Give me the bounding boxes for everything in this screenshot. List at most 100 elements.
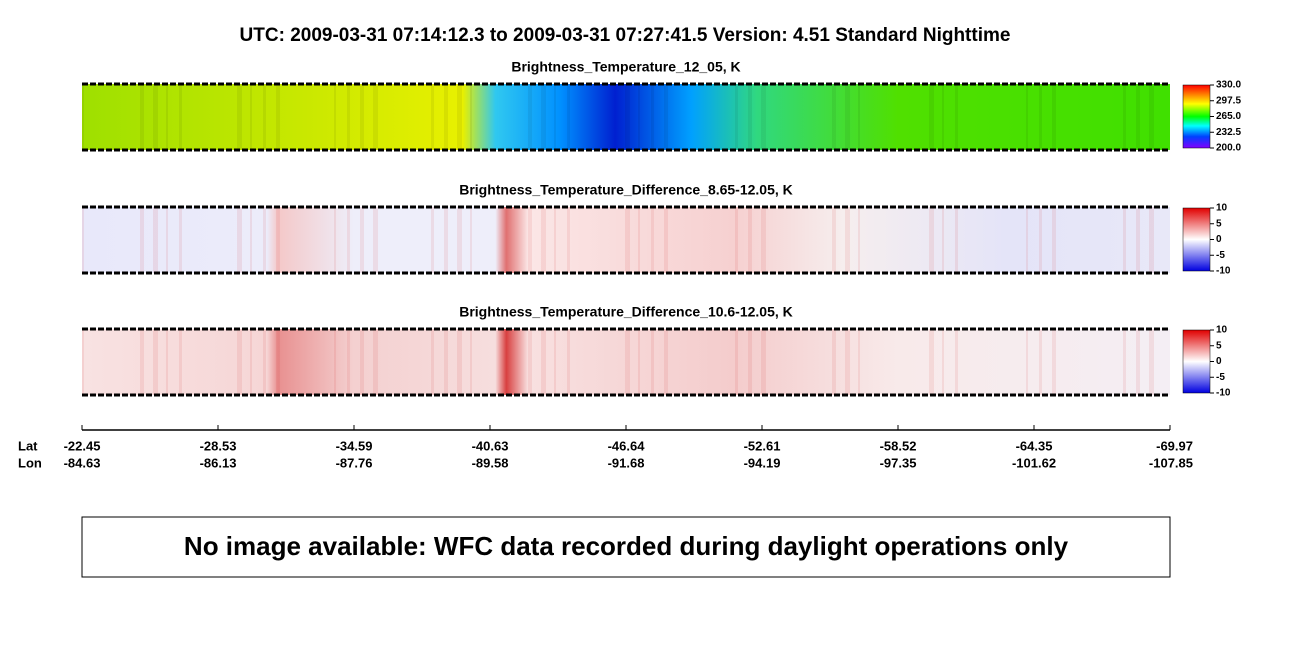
swath-texture [250,329,252,395]
lon-label: -101.62 [1012,455,1056,470]
swath-texture [1123,84,1126,150]
swath-texture [554,207,556,273]
swath-texture [929,329,934,395]
lat-label: -40.63 [472,438,509,453]
swath-texture [179,84,182,150]
swath-texture [929,84,934,150]
lat-label: -64.35 [1016,438,1053,453]
swath-texture [1026,84,1028,150]
swath-texture [1136,329,1140,395]
swath-texture [431,329,434,395]
colorbar-tick-label: -5 [1216,250,1225,261]
swath-texture [761,84,766,150]
swath-texture [360,207,364,273]
swath-texture [748,84,752,150]
title: UTC: 2009-03-31 07:14:12.3 to 2009-03-31… [240,25,1011,46]
swath-texture [237,84,242,150]
swath-texture [360,84,364,150]
swath-texture [528,84,532,150]
swath-texture [955,84,958,150]
swath-texture [470,84,472,150]
swath-texture [942,207,944,273]
swath-texture [166,207,168,273]
swath-texture [735,84,738,150]
lat-label: -52.61 [744,438,781,453]
swath-texture [955,329,958,395]
colorbar-tick-label: 0 [1216,356,1222,367]
swath-texture [748,207,752,273]
swath-texture [276,329,280,395]
swath-texture [942,84,944,150]
swath-texture [470,329,472,395]
colorbar-tick-label: -10 [1216,388,1231,399]
swath-texture [276,84,280,150]
swath-texture [347,207,350,273]
swath-texture [832,84,836,150]
swath-texture [528,329,532,395]
lon-label: -97.35 [880,455,917,470]
swath-texture [373,207,378,273]
swath-texture [1026,207,1028,273]
swath-texture [276,207,280,273]
swath-texture [373,84,378,150]
colorbar [1182,329,1211,394]
swath-texture [651,207,654,273]
swath-texture [858,84,860,150]
swath-texture [625,329,630,395]
swath-texture [179,207,182,273]
swath-texture [1039,84,1042,150]
swath-texture [845,329,850,395]
swath-texture [638,329,640,395]
swath-texture [347,329,350,395]
lon-label: -94.19 [744,455,781,470]
swath-texture [140,84,144,150]
colorbar-tick-label: 297.5 [1216,95,1241,106]
swath-texture [334,207,336,273]
swath-texture [541,329,546,395]
colorbar-tick-label: 232.5 [1216,127,1241,138]
swath-texture [153,207,158,273]
lat-label: -34.59 [336,438,373,453]
swath-texture [625,84,630,150]
swath-texture [82,329,84,395]
swath-texture [625,207,630,273]
swath-texture [567,84,570,150]
swath-texture [858,329,860,395]
swath-texture [664,207,668,273]
swath-texture [153,329,158,395]
swath-texture [651,329,654,395]
swath-image [82,329,1170,395]
note: No image available: WFC data recorded du… [184,531,1069,561]
swath-texture [470,207,472,273]
swath-texture [334,329,336,395]
swath-texture [761,207,766,273]
swath-texture [761,329,766,395]
swath-texture [1136,84,1140,150]
swath-texture [431,84,434,150]
swath-texture [166,84,168,150]
swath-texture [82,207,84,273]
panel-title: Brightness_Temperature_Difference_8.65-1… [459,182,793,198]
swath-texture [237,329,242,395]
swath-texture [444,207,448,273]
row-label: Lon [18,455,42,470]
lat-label: -69.97 [1156,438,1193,453]
colorbar-tick-label: -10 [1216,266,1231,277]
swath-texture [748,329,752,395]
swath-texture [263,84,266,150]
colorbar-tick-label: -5 [1216,372,1225,383]
swath-texture [858,207,860,273]
swath-texture [942,329,944,395]
swath-texture [457,84,462,150]
swath-texture [334,84,336,150]
note-box [81,516,1171,578]
swath-texture [554,329,556,395]
colorbar-tick-label: 330.0 [1216,80,1241,91]
swath-texture [250,84,252,150]
swath-texture [638,207,640,273]
swath-texture [1039,207,1042,273]
swath-texture [1149,84,1154,150]
swath-texture [664,84,668,150]
